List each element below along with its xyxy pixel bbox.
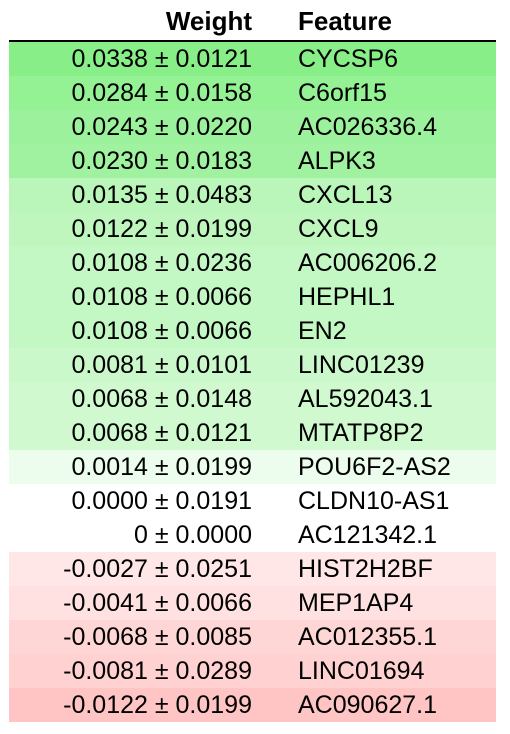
feature-cell: AC121342.1 (298, 521, 438, 549)
weight-cell: 0.0014 ± 0.0199 (71, 453, 252, 481)
table-row: 0.0000 ± 0.0191 CLDN10-AS1 (9, 484, 496, 518)
table-row: 0.0068 ± 0.0148 AL592043.1 (9, 382, 496, 416)
table-body: 0.0338 ± 0.0121 CYCSP6 0.0284 ± 0.0158 C6or… (9, 42, 496, 722)
table-row: 0.0068 ± 0.0121 MTATP8P2 (9, 416, 496, 450)
feature-cell: AL592043.1 (298, 385, 433, 413)
feature-cell: HIST2H2BF (298, 555, 433, 583)
weight-cell: 0 ± 0.0000 (134, 521, 252, 549)
weight-cell: -0.0027 ± 0.0251 (63, 555, 252, 583)
weight-cell: 0.0284 ± 0.0158 (71, 79, 252, 107)
weight-cell: 0.0243 ± 0.0220 (71, 113, 252, 141)
weight-cell: 0.0108 ± 0.0236 (71, 249, 252, 277)
weight-cell: 0.0068 ± 0.0148 (71, 385, 252, 413)
table-header: Weight Feature (0, 4, 496, 38)
table-row: 0.0122 ± 0.0199 CXCL9 (9, 212, 496, 246)
feature-cell: AC026336.4 (298, 113, 438, 141)
feature-cell: LINC01694 (298, 657, 425, 685)
feature-cell: ALPK3 (298, 147, 376, 175)
weight-cell: 0.0068 ± 0.0121 (71, 419, 252, 447)
table-row: 0.0284 ± 0.0158 C6orf15 (9, 76, 496, 110)
table-row: 0.0338 ± 0.0121 CYCSP6 (9, 42, 496, 76)
table-row: 0 ± 0.0000 AC121342.1 (9, 518, 496, 552)
weight-cell: 0.0108 ± 0.0066 (71, 317, 252, 345)
feature-cell: AC090627.1 (298, 691, 438, 719)
weight-column-header: Weight (165, 6, 252, 36)
table-row: -0.0041 ± 0.0066 MEP1AP4 (9, 586, 496, 620)
weight-cell: 0.0135 ± 0.0483 (71, 181, 252, 209)
table-row: -0.0027 ± 0.0251 HIST2H2BF (9, 552, 496, 586)
header-divider (9, 40, 496, 42)
table-row: -0.0068 ± 0.0085 AC012355.1 (9, 620, 496, 654)
feature-cell: CXCL9 (298, 215, 379, 243)
feature-cell: C6orf15 (298, 79, 387, 107)
feature-cell: POU6F2-AS2 (298, 453, 451, 481)
feature-cell: CXCL13 (298, 181, 393, 209)
table-row: 0.0243 ± 0.0220 AC026336.4 (9, 110, 496, 144)
table-row: -0.0122 ± 0.0199 AC090627.1 (9, 688, 496, 722)
weight-cell: -0.0068 ± 0.0085 (63, 623, 252, 651)
feature-cell: EN2 (298, 317, 347, 345)
feature-cell: CYCSP6 (298, 45, 399, 73)
weight-cell: 0.0122 ± 0.0199 (71, 215, 252, 243)
weight-cell: -0.0081 ± 0.0289 (63, 657, 252, 685)
feature-column-header: Feature (298, 6, 392, 36)
weight-cell: 0.0081 ± 0.0101 (71, 351, 252, 379)
weight-cell: 0.0230 ± 0.0183 (71, 147, 252, 175)
feature-cell: CLDN10-AS1 (298, 487, 450, 515)
weight-cell: -0.0041 ± 0.0066 (63, 589, 252, 617)
feature-cell: MEP1AP4 (298, 589, 414, 617)
weight-cell: -0.0122 ± 0.0199 (63, 691, 252, 719)
feature-cell: AC006206.2 (298, 249, 438, 277)
table-row: 0.0108 ± 0.0236 AC006206.2 (9, 246, 496, 280)
feature-cell: AC012355.1 (298, 623, 438, 651)
weight-cell: 0.0108 ± 0.0066 (71, 283, 252, 311)
table-row: 0.0081 ± 0.0101 LINC01239 (9, 348, 496, 382)
feature-cell: MTATP8P2 (298, 419, 424, 447)
table-row: 0.0230 ± 0.0183 ALPK3 (9, 144, 496, 178)
table-row: 0.0135 ± 0.0483 CXCL13 (9, 178, 496, 212)
table-row: 0.0014 ± 0.0199 POU6F2-AS2 (9, 450, 496, 484)
feature-cell: LINC01239 (298, 351, 425, 379)
table-row: 0.0108 ± 0.0066 EN2 (9, 314, 496, 348)
table-row: -0.0081 ± 0.0289 LINC01694 (9, 654, 496, 688)
weight-cell: 0.0000 ± 0.0191 (71, 487, 252, 515)
table-row: 0.0108 ± 0.0066 HEPHL1 (9, 280, 496, 314)
weight-cell: 0.0338 ± 0.0121 (71, 45, 252, 73)
feature-cell: HEPHL1 (298, 283, 396, 311)
